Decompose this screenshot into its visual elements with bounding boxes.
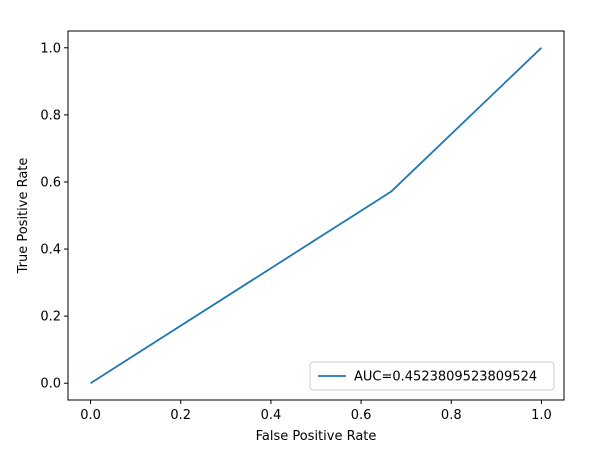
plot-area (67, 30, 565, 401)
axes-frame (67, 30, 565, 401)
y-tick-label: 1.0 (40, 41, 61, 56)
y-tick-label: 0.4 (40, 243, 61, 258)
x-axis-label: False Positive Rate (256, 429, 377, 444)
y-axis-ticks: 0.0 0.2 0.4 0.6 0.8 1.0 (40, 41, 68, 392)
y-axis-label: True Positive Rate (16, 158, 31, 275)
x-tick-label: 0.0 (80, 408, 101, 423)
x-tick-label: 1.0 (531, 408, 552, 423)
series-layer (90, 47, 543, 384)
x-tick-label: 0.2 (170, 408, 191, 423)
x-tick-label: 0.8 (441, 408, 462, 423)
x-axis-ticks: 0.0 0.2 0.4 0.6 0.8 1.0 (80, 400, 552, 423)
x-tick-label: 0.6 (351, 408, 372, 423)
legend: AUC=0.4523809523809524 (309, 361, 555, 391)
y-tick-label: 0.0 (40, 377, 61, 392)
y-tick-label: 0.2 (40, 310, 61, 325)
y-tick-label: 0.6 (40, 175, 61, 190)
x-tick-label: 0.4 (261, 408, 282, 423)
y-tick-label: 0.8 (40, 108, 61, 123)
legend-box (309, 361, 555, 391)
legend-entry-label: AUC=0.4523809523809524 (354, 370, 537, 385)
series-line-0 (90, 47, 543, 384)
